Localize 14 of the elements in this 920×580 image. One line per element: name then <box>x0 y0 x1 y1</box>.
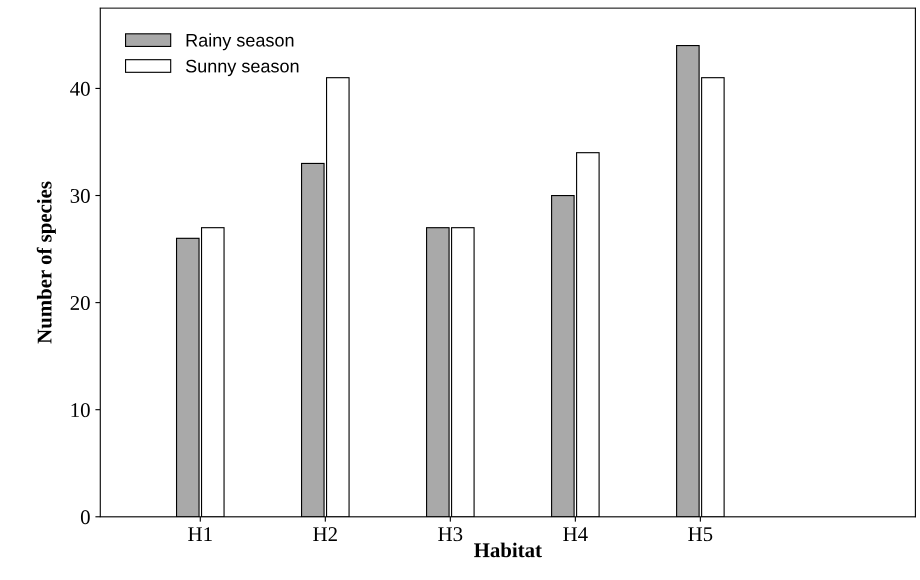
y-tick-label: 20 <box>70 296 90 310</box>
y-tick-label: 40 <box>70 82 90 96</box>
legend-label: Sunny season <box>186 60 298 76</box>
x-tick-label: H2 <box>313 527 337 541</box>
legend-label: Rainy season <box>186 33 294 50</box>
x-tick-label: H4 <box>563 527 588 541</box>
y-tick-label: 10 <box>72 403 90 418</box>
x-tick-label: H3 <box>438 527 462 542</box>
x-tick-label: H1 <box>188 527 212 541</box>
x-axis-title: Habitat <box>474 542 542 558</box>
y-axis-title: Number of species <box>36 182 56 344</box>
x-tick-label: H5 <box>688 527 712 542</box>
y-tick-label: 30 <box>70 188 90 203</box>
y-tick-label: 0 <box>80 510 90 524</box>
